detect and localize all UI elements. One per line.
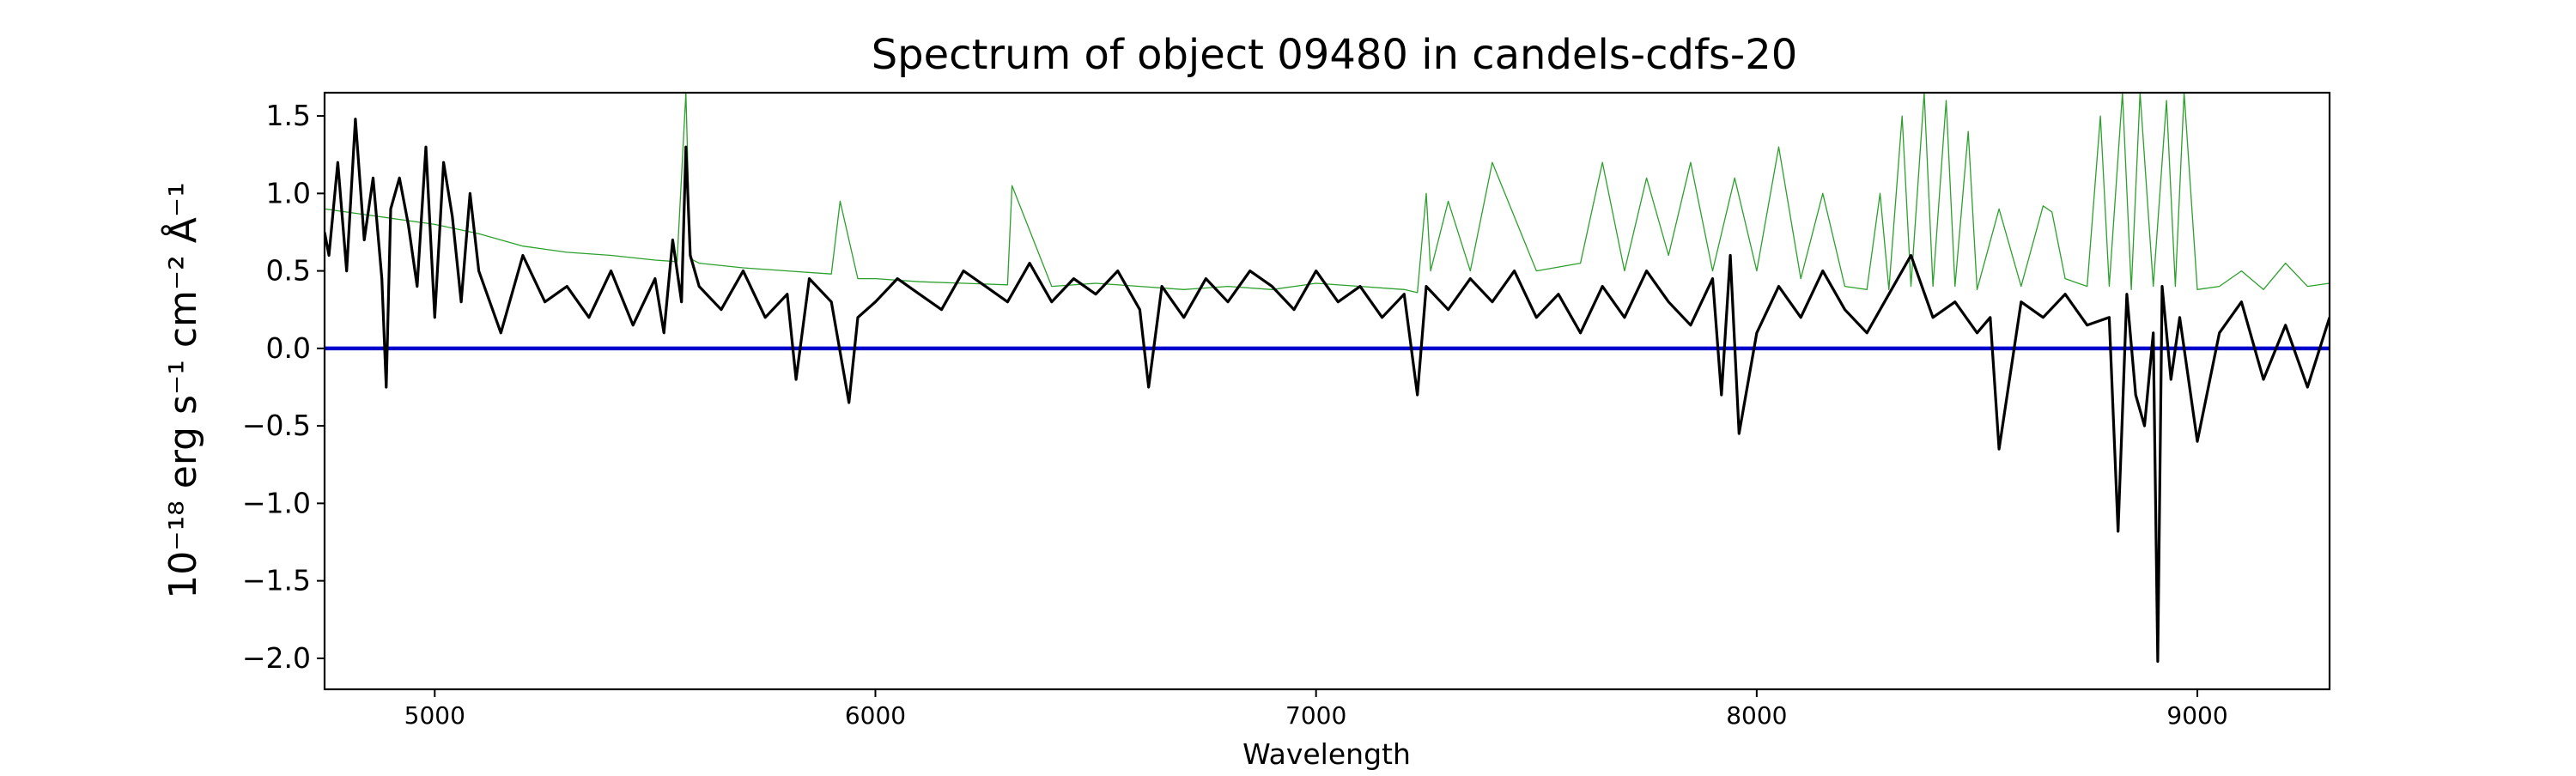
x-axis-ticks: 5000 6000 7000 8000 9000: [404, 689, 2228, 730]
x-axis-label: Wavelength: [1242, 737, 1411, 771]
x-tick-label: 7000: [1285, 701, 1346, 730]
y-tick-label: 1.0: [266, 176, 311, 209]
y-tick-label: −1.0: [242, 486, 311, 519]
y-tick-label: 1.5: [266, 99, 311, 132]
x-tick-label: 6000: [845, 701, 906, 730]
model-line: [325, 93, 2330, 294]
y-tick-label: −2.0: [242, 641, 311, 675]
x-tick-label: 8000: [1726, 701, 1787, 730]
spectrum-line: [325, 118, 2330, 664]
y-tick-label: −1.5: [242, 564, 311, 597]
x-tick-label: 9000: [2166, 701, 2227, 730]
y-tick-label: 0.0: [266, 331, 311, 365]
chart-title: Spectrum of object 09480 in candels-cdfs…: [872, 31, 1798, 79]
plot-frame: [323, 91, 2331, 691]
y-axis-label: 10⁻¹⁸ erg s⁻¹ cm⁻² Å⁻¹: [160, 182, 205, 598]
x-tick-label: 5000: [404, 701, 465, 730]
series-layer: [325, 93, 2330, 664]
y-tick-label: 0.5: [266, 254, 311, 288]
y-tick-label: −0.5: [242, 409, 311, 442]
y-axis-ticks: −2.0 −1.5 −1.0 −0.5 0.0 0.5 1.0 1.5: [242, 99, 325, 675]
